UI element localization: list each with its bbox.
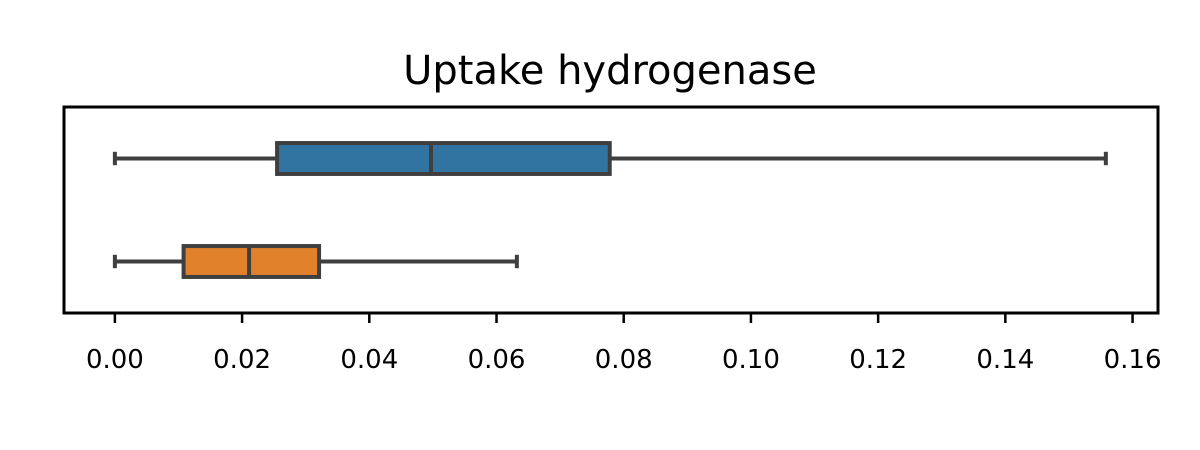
x-tick-label: 0.14 bbox=[976, 345, 1034, 375]
x-tick-label: 0.06 bbox=[468, 345, 526, 375]
x-tick-label: 0.16 bbox=[1104, 345, 1162, 375]
plot-area bbox=[62, 105, 1160, 315]
iqr-box bbox=[181, 244, 322, 279]
iqr-box bbox=[275, 141, 612, 176]
box-series-1 bbox=[112, 141, 1108, 176]
x-tick-label: 0.10 bbox=[722, 345, 780, 375]
chart-title: Uptake hydrogenase bbox=[403, 48, 817, 94]
x-tick-label: 0.00 bbox=[86, 345, 144, 375]
x-tick-label: 0.04 bbox=[340, 345, 398, 375]
x-axis: 0.00 0.02 0.04 0.06 0.08 0.10 0.12 0.14 0.16 bbox=[86, 313, 1162, 375]
x-tick-label: 0.08 bbox=[595, 345, 653, 375]
x-tick-label: 0.12 bbox=[849, 345, 907, 375]
x-tick-label: 0.02 bbox=[213, 345, 271, 375]
box-series-2 bbox=[112, 244, 519, 279]
